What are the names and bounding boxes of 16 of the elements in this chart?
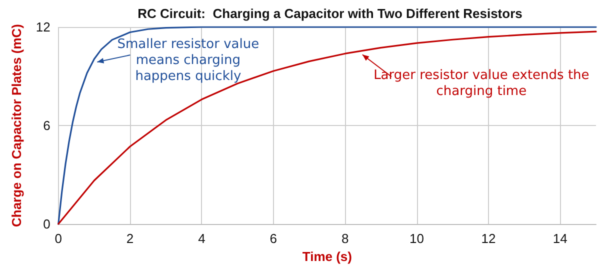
x-tick-label: 10 (410, 231, 424, 246)
x-tick-label: 0 (54, 231, 62, 246)
x-tick-label: 8 (341, 231, 349, 246)
y-axis-title: Charge on Capacitor Plates (mC) (9, 24, 24, 227)
x-tick-label: 6 (270, 231, 278, 246)
annotation: Smaller resistor value means charging happens quickly (116, 37, 260, 85)
x-tick-label: 14 (552, 231, 568, 246)
y-tick-label: 12 (36, 20, 50, 34)
x-tick-label: 2 (126, 231, 134, 246)
x-axis-title: Time (s) (302, 249, 352, 264)
annotation: Larger resistor value extends the charging time (372, 68, 590, 100)
chart-title: RC Circuit: Charging a Capacitor with Two Different Resistors (138, 6, 522, 21)
x-tick-label: 12 (481, 231, 496, 246)
x-tick-label: 4 (198, 231, 206, 246)
y-tick-label: 0 (43, 216, 50, 232)
y-tick-label: 6 (43, 118, 50, 133)
